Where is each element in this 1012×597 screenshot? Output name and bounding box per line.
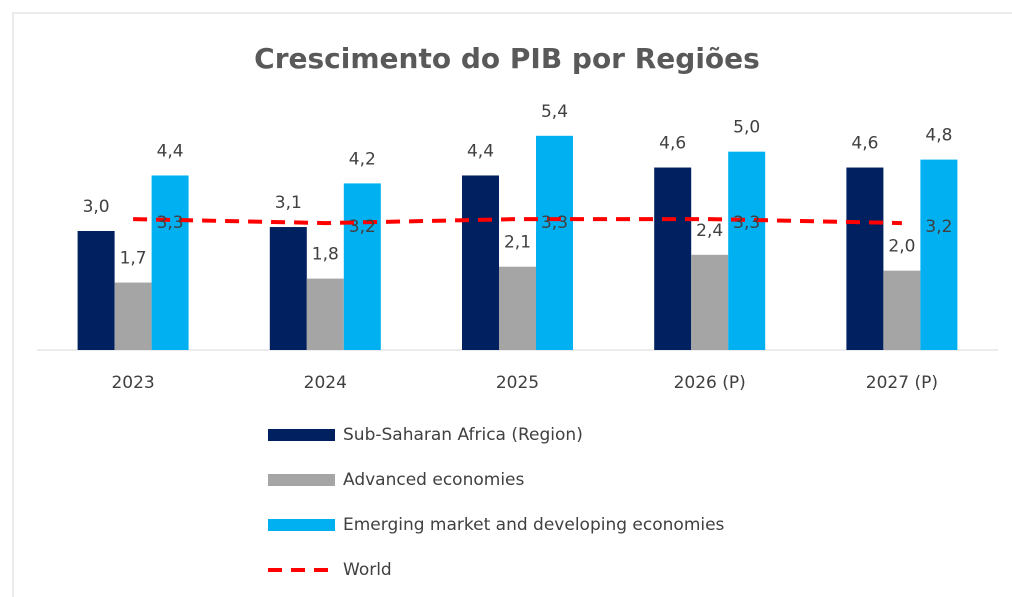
chart-title: Crescimento do PIB por Regiões <box>254 42 760 75</box>
data-label: 3,2 <box>925 217 952 237</box>
legend-swatch <box>268 474 335 486</box>
data-label: 4,4 <box>467 141 494 161</box>
legend-label: World <box>343 560 392 580</box>
data-label: 2,1 <box>504 233 531 253</box>
legend-label: Emerging market and developing economies <box>343 515 725 535</box>
data-label: 4,8 <box>925 126 952 146</box>
x-tick-label: 2024 <box>304 373 347 393</box>
x-tick-label: 2025 <box>496 373 539 393</box>
bar <box>151 175 189 350</box>
data-label: 3,3 <box>541 213 568 233</box>
bar <box>462 175 499 350</box>
legend-swatch <box>268 519 335 531</box>
data-label: 4,6 <box>659 134 686 154</box>
x-tick-label: 2026 (P) <box>674 373 746 393</box>
bar <box>691 254 729 350</box>
bar <box>846 167 884 350</box>
chart-frame <box>12 12 1012 597</box>
bar <box>654 167 692 350</box>
data-label: 4,2 <box>349 149 376 169</box>
bar <box>536 135 573 350</box>
legend-label: Sub-Saharan Africa (Region) <box>343 425 583 445</box>
bar <box>114 282 152 350</box>
bar <box>883 270 921 350</box>
data-label: 1,7 <box>120 249 147 269</box>
bar <box>343 183 381 350</box>
legend-swatch <box>268 429 335 441</box>
data-label: 3,1 <box>275 193 302 213</box>
bar <box>728 151 766 350</box>
bar <box>499 266 536 350</box>
data-label: 2,4 <box>696 221 723 241</box>
data-label: 4,4 <box>157 141 184 161</box>
data-label: 1,8 <box>312 245 339 265</box>
legend-label: Advanced economies <box>343 470 524 490</box>
data-label: 5,4 <box>541 102 568 122</box>
data-label: 5,0 <box>733 118 760 138</box>
bar <box>920 159 958 350</box>
bar <box>269 227 307 350</box>
data-label: 3,2 <box>349 217 376 237</box>
bar <box>306 278 344 350</box>
line-series <box>133 217 902 226</box>
data-label: 3,3 <box>157 213 184 233</box>
bar <box>77 231 115 350</box>
x-tick-label: 2027 (P) <box>866 373 938 393</box>
data-label: 4,6 <box>851 134 878 154</box>
data-label: 3,0 <box>83 197 110 217</box>
data-label: 2,0 <box>888 237 915 257</box>
data-label: 3,3 <box>733 213 760 233</box>
x-tick-label: 2023 <box>111 373 154 393</box>
